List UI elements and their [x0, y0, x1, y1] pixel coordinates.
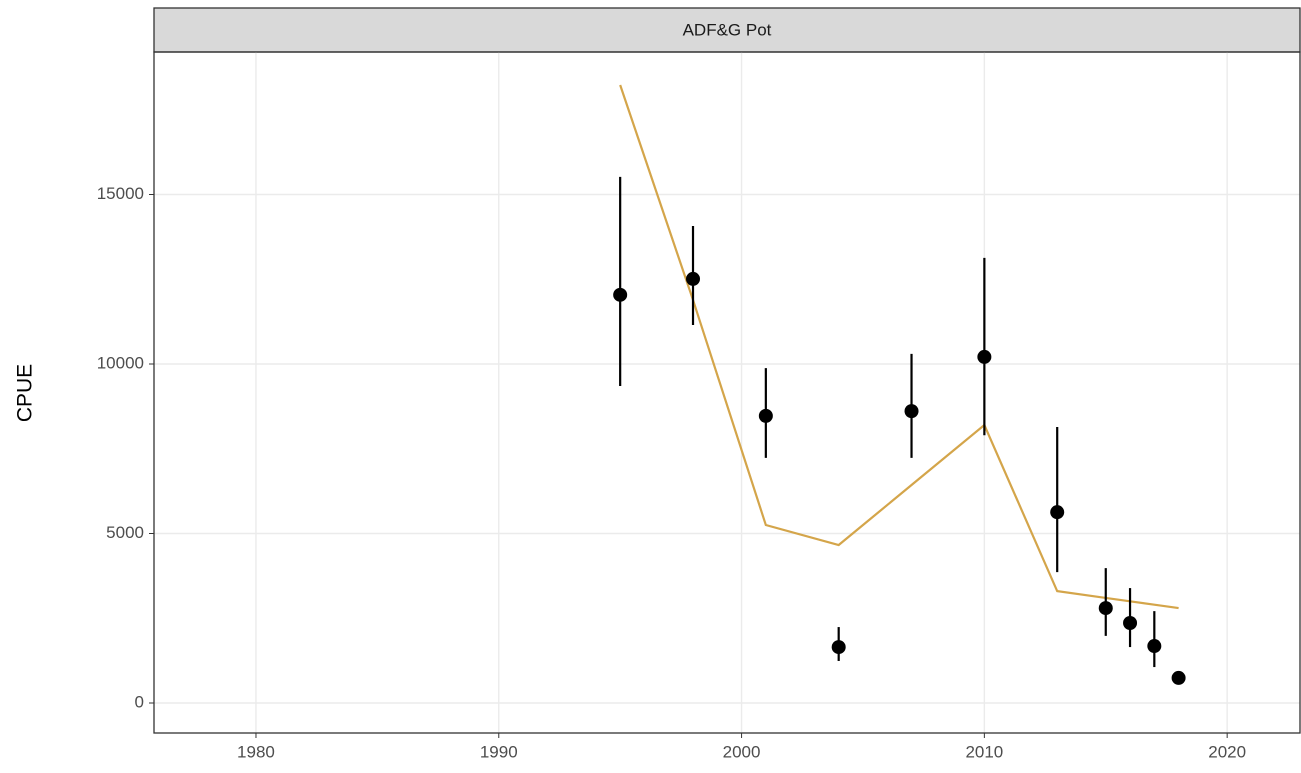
point — [1147, 639, 1162, 654]
x-tick-label: 1990 — [480, 742, 518, 761]
y-axis-label: CPUE — [14, 364, 37, 422]
fit-line — [619, 84, 1179, 610]
y-tick-label: 10000 — [97, 353, 144, 372]
point — [1171, 670, 1186, 685]
point — [1123, 615, 1138, 630]
point — [977, 349, 992, 364]
point — [1098, 601, 1113, 616]
strip — [153, 7, 1301, 53]
point — [613, 287, 628, 302]
point — [831, 640, 846, 655]
x-tick-label: 1980 — [237, 742, 275, 761]
panel-title: ADF&G Pot — [683, 20, 772, 39]
y-tick-label: 15000 — [97, 184, 144, 203]
panel-border — [153, 51, 1301, 734]
point — [1050, 505, 1065, 520]
x-tick-label: 2010 — [965, 742, 1003, 761]
point — [686, 271, 701, 286]
y-tick-label: 5000 — [106, 523, 144, 542]
y-tick-label: 0 — [135, 692, 144, 711]
plot-area — [154, 52, 1300, 733]
point — [904, 404, 919, 419]
x-tick-label: 2020 — [1208, 742, 1246, 761]
x-tick-label: 2000 — [723, 742, 761, 761]
point — [758, 408, 773, 423]
